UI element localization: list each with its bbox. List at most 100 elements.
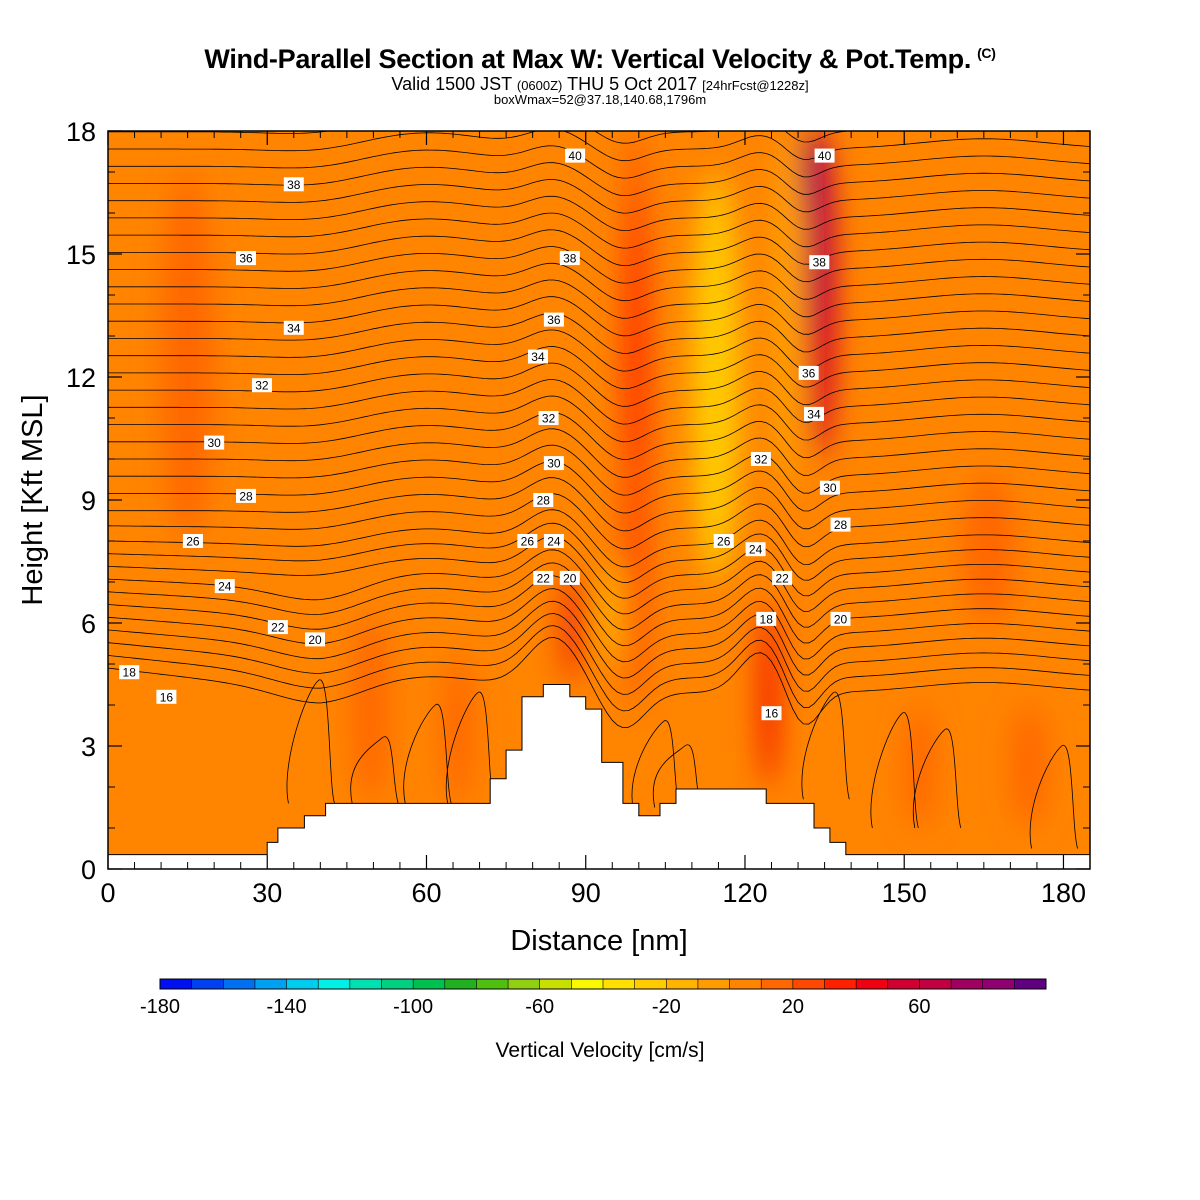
contour-label-3: 24 <box>214 579 235 594</box>
contour-label-19: 34 <box>527 349 548 364</box>
contour-label-text: 18 <box>123 666 137 680</box>
contour-label-box <box>305 632 326 647</box>
contour-label-box <box>533 493 554 507</box>
theta-contour <box>108 428 1090 478</box>
contour-label-text: 22 <box>271 621 285 635</box>
contour-label-box <box>236 251 257 266</box>
contour-label-box <box>745 542 766 557</box>
bl-contour-4 <box>631 720 680 812</box>
contour-label-text: 32 <box>754 453 768 467</box>
colorbar-swatch <box>729 979 762 989</box>
contour-label-text: 20 <box>834 612 848 626</box>
bl-contour-6 <box>801 691 850 800</box>
w-feature-3 <box>442 655 475 804</box>
contour-label-text: 26 <box>186 535 200 549</box>
contour-label-17: 30 <box>543 456 564 471</box>
colorbar-swatch <box>286 979 319 989</box>
contour-label-box <box>830 517 851 532</box>
y-tick-label: 12 <box>66 363 96 393</box>
contour-label-4: 30 <box>204 435 225 450</box>
colorbar-swatch <box>571 979 604 989</box>
theta-contour <box>108 613 1090 695</box>
theta-contour <box>108 279 1090 319</box>
colorbar-swatch <box>160 979 192 989</box>
theta-contour <box>108 346 1090 390</box>
contour-label-text: 40 <box>568 149 582 163</box>
theta-contour <box>108 131 1090 162</box>
contour-label-box <box>559 251 580 266</box>
colorbar-swatch <box>318 979 351 989</box>
theta-contour <box>108 131 855 144</box>
contour-label-box <box>119 665 140 680</box>
contour-label-21: 38 <box>559 251 580 266</box>
bl-contour-7 <box>870 712 919 829</box>
theta-contour <box>108 145 1090 179</box>
theta-contour <box>108 412 1090 460</box>
valid-prefix: Valid 1500 JST <box>391 74 512 94</box>
w-feature-9 <box>601 561 623 664</box>
contour-label-box <box>517 534 538 548</box>
w-feature-7 <box>559 569 581 685</box>
colorbar: -180 -140 -100 -60 -20 20 60 <box>140 978 1047 1018</box>
colorbar-swatch <box>254 979 287 989</box>
contour-label-box <box>809 255 830 270</box>
colorbar-swatch <box>792 979 825 989</box>
contour-label-box <box>772 570 793 585</box>
w-feature-2 <box>352 614 390 804</box>
theta-contour <box>108 600 1090 679</box>
x-tick-label: 60 <box>411 878 441 908</box>
contour-label-29: 36 <box>798 365 819 380</box>
field-features <box>161 131 1048 828</box>
y-tick-label: 9 <box>81 486 96 516</box>
contour-label-box <box>204 435 225 450</box>
contour-label-text: 26 <box>717 535 731 549</box>
contour-label-box <box>565 148 586 163</box>
contour-label-text: 30 <box>547 457 561 471</box>
contour-label-text: 18 <box>760 612 774 626</box>
contour-label-text: 24 <box>547 535 561 549</box>
contour-label-box <box>756 611 777 626</box>
contour-label-text: 38 <box>813 256 827 270</box>
contour-label-14: 24 <box>543 534 564 549</box>
contour-label-2: 26 <box>182 534 203 549</box>
theta-contour <box>108 162 1090 197</box>
theta-contour <box>108 444 1090 496</box>
theta-contour <box>108 123 1090 126</box>
contour-label-box <box>156 689 177 704</box>
w-feature-18 <box>161 172 215 541</box>
contour-label-15: 20 <box>559 570 580 585</box>
theta-contour <box>108 636 1090 729</box>
theta-contour <box>108 179 1090 214</box>
contour-label-box <box>543 456 564 471</box>
contour-label-text: 28 <box>239 489 253 503</box>
contour-label-box <box>267 620 288 635</box>
contour-label-text: 22 <box>537 571 551 585</box>
contour-label-text: 20 <box>308 633 322 647</box>
colorbar-frame <box>159 978 1047 990</box>
y-tick-label: 15 <box>66 240 96 270</box>
x-tick-label: 120 <box>722 878 767 908</box>
theta-contour <box>108 312 1090 354</box>
w-feature-17 <box>904 705 937 828</box>
bl-contour-9 <box>1029 745 1078 849</box>
theta-contour <box>108 262 1090 302</box>
copyright-mark: (C) <box>977 45 996 61</box>
contour-label-box <box>713 534 734 548</box>
x-axis-label: Distance [nm] <box>510 925 687 957</box>
contour-label-box <box>538 411 559 425</box>
y-tick-label: 3 <box>81 732 96 762</box>
colorbar-swatch <box>951 979 984 989</box>
contour-label-box <box>803 406 824 421</box>
contour-label-13: 22 <box>533 570 554 585</box>
bl-contour-2 <box>403 704 452 804</box>
contour-label-box <box>182 534 203 548</box>
theta-contour <box>108 296 1090 337</box>
bl-contour-5 <box>652 744 702 808</box>
contour-label-7: 36 <box>236 251 257 266</box>
theta-contour <box>108 246 1090 284</box>
contour-label-box <box>814 148 835 163</box>
colorbar-swatch <box>476 979 509 989</box>
contour-label-text: 32 <box>542 412 556 426</box>
theta-contour <box>108 395 1090 443</box>
theta-contour <box>108 329 1090 372</box>
